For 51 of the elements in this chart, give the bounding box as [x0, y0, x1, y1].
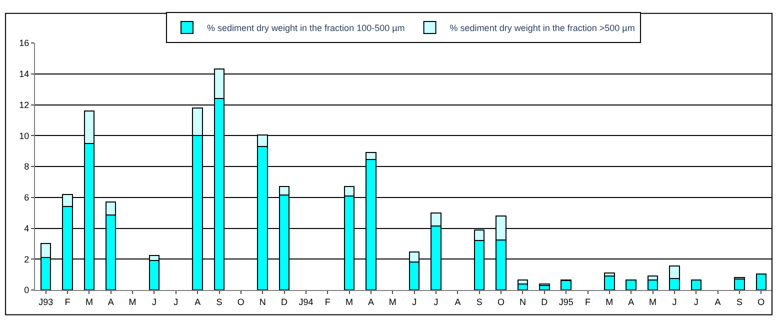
x-tick-label: J	[434, 296, 438, 307]
x-tick-label: J94	[298, 296, 314, 307]
bar	[626, 279, 636, 290]
x-tick-label: A	[454, 296, 461, 307]
y-tick-label: 12	[19, 100, 30, 110]
y-tick-label: 14	[19, 69, 30, 80]
x-tick-label: F	[324, 296, 331, 307]
x-tick-label: J	[672, 296, 677, 307]
x-tick-label: M	[606, 296, 614, 307]
x-tick-label: N	[259, 296, 266, 307]
y-tick-label: 10	[19, 130, 30, 141]
bar	[756, 273, 767, 290]
legend-label: % sediment dry weight in the fraction >500 µm	[450, 23, 635, 34]
bar	[734, 278, 745, 290]
x-tick-label: A	[368, 296, 374, 307]
x-tick-label: S	[736, 296, 742, 307]
x-tick-label: M	[649, 296, 657, 307]
x-tick-label: A	[108, 296, 114, 307]
bar	[604, 276, 615, 290]
legend-label: % sediment dry weight in the fraction 100-500 µm	[207, 23, 405, 34]
x-tick-label: N	[519, 296, 526, 307]
x-tick-label: O	[237, 296, 244, 307]
x-tick-label: D	[541, 296, 548, 307]
x-tick-label: M	[346, 296, 354, 307]
bar	[690, 279, 702, 290]
y-tick-label: 0	[24, 285, 30, 296]
y-tick-label: 2	[24, 254, 30, 264]
x-tick-label: A	[194, 296, 201, 307]
x-tick-label: A	[628, 296, 634, 307]
x-tick-label: J95	[558, 296, 574, 307]
x-tick-label: J	[174, 296, 178, 307]
x-tick-label: D	[281, 296, 288, 307]
x-tick-label: S	[476, 296, 482, 307]
x-tick-label: A	[714, 296, 721, 307]
x-tick-label: J93	[38, 296, 54, 307]
x-tick-label: O	[758, 296, 765, 307]
y-tick-label: 8	[24, 162, 30, 172]
bar	[560, 280, 572, 290]
y-tick-label: 4	[24, 223, 30, 234]
x-tick-label: J	[694, 296, 698, 307]
x-tick-label: J	[412, 296, 417, 307]
x-tick-label: F	[585, 296, 591, 307]
x-tick-label: O	[498, 296, 505, 307]
x-tick-label: J	[152, 296, 156, 307]
x-tick-label: S	[216, 296, 222, 307]
x-tick-label: M	[85, 296, 93, 307]
x-tick-label: F	[64, 296, 71, 307]
y-tick-label: 16	[19, 38, 30, 48]
x-tick-label: M	[388, 296, 396, 307]
y-tick-label: 6	[24, 192, 30, 203]
x-tick-label: M	[128, 296, 136, 307]
